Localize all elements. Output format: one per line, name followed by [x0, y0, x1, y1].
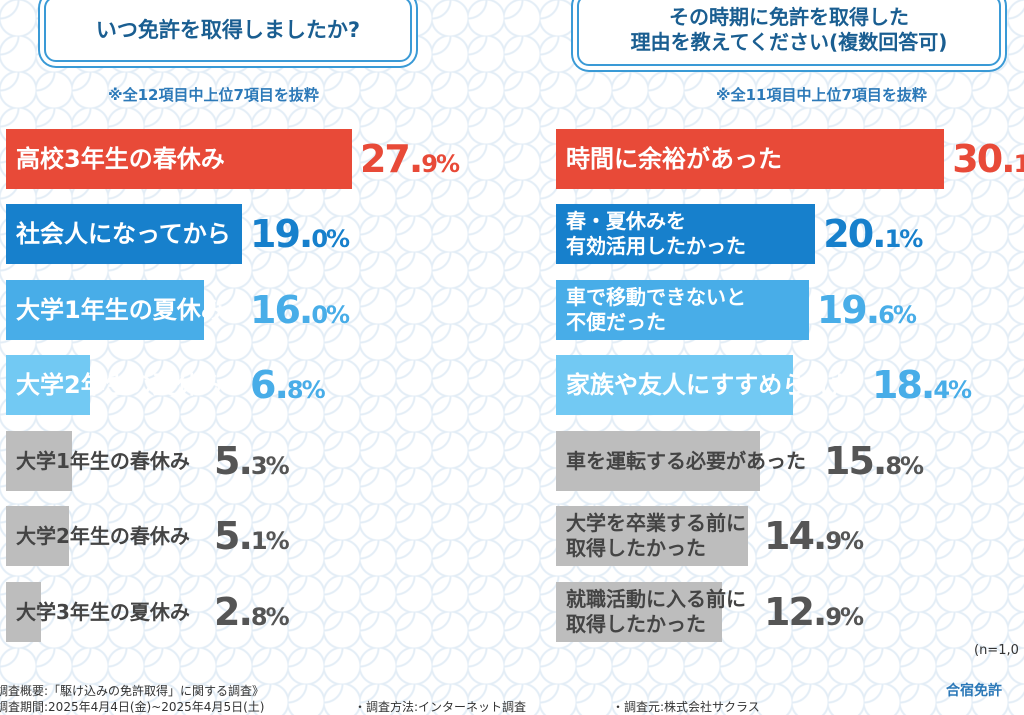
- left-value-2: 19.0%: [250, 212, 350, 256]
- left-label-2-line-1: 社会人になってから: [16, 220, 231, 248]
- right-label-7-line-2: 取得したかった: [566, 612, 706, 636]
- right-label-6-line-1: 大学を卒業する前に: [566, 511, 746, 535]
- left-bar-2: [6, 204, 242, 264]
- right-label-6-line-2: 取得したかった: [566, 536, 706, 560]
- right-bar-6: [556, 506, 749, 566]
- footer-org: ・調査元:株式会社サクラス: [612, 700, 760, 714]
- right-question-line1: その時期に免許を取得した: [669, 5, 909, 29]
- right-label-3-line-1: 車で移動できないと: [566, 285, 746, 309]
- left-bar-5: [6, 431, 72, 491]
- right-label-1: 時間に余裕があった: [566, 147, 782, 171]
- right-note: ※全11項目中上位7項目を抜粋: [716, 86, 927, 104]
- footer-method: ・調査方法:インターネット調査: [354, 700, 527, 714]
- left-label-7: 大学3年生の夏休み: [16, 602, 190, 622]
- footer-brand: 合宿免許: [946, 683, 1002, 699]
- left-label-6-line-1: 大学2年生の春休み: [16, 524, 190, 548]
- right-label-3-line-2: 不便だった: [566, 310, 666, 334]
- left-label-1-line-1: 高校3年生の春休み: [16, 145, 225, 173]
- right-label-5: 車を運転する必要があった: [566, 451, 806, 471]
- left-label-5: 大学1年生の春休み: [16, 451, 190, 471]
- left-label-3: 大学1年生の夏休み: [16, 298, 225, 322]
- left-bar-7: [6, 582, 41, 642]
- left-value-7: 2.8%: [214, 590, 290, 634]
- left-value-6: 5.1%: [214, 514, 290, 558]
- left-note: ※全12項目中上位7項目を抜粋: [108, 86, 319, 104]
- left-question: いつ免許を取得しましたか?: [95, 18, 361, 42]
- left-label-4: 大学2年生の夏休み: [16, 373, 225, 397]
- left-bar-3: [6, 280, 205, 340]
- right-label-2-line-2: 有効活用したかった: [566, 234, 746, 258]
- left-value-5: 5.3%: [214, 439, 290, 483]
- right-label-7-line-1: 就職活動に入る前に: [566, 587, 746, 611]
- right-label-3: 車で移動できないと 不便だった: [566, 285, 746, 335]
- right-label-5-line-1: 車を運転する必要があった: [566, 449, 806, 473]
- right-bar-2: [556, 204, 816, 264]
- right-label-4: 家族や友人にすすめられた: [566, 373, 854, 397]
- left-bar-1: [6, 129, 352, 189]
- sample-size: (n=1,0: [974, 643, 1019, 658]
- right-bar-1: [556, 129, 945, 189]
- right-value-3: 19.6%: [816, 288, 917, 332]
- left-bar-6: [6, 506, 70, 566]
- right-label-2-line-1: 春・夏休みを: [566, 209, 686, 233]
- left-label-2: 社会人になってから: [16, 222, 231, 246]
- left-label-1: 高校3年生の春休み: [16, 147, 225, 171]
- right-label-4-line-1: 家族や友人にすすめられた: [566, 371, 855, 399]
- left-label-5-line-1: 大学1年生の春休み: [16, 449, 190, 473]
- footer-line2: 調査期間:2025年4月4日(金)~2025年4月5日(土): [0, 700, 265, 714]
- left-label-6: 大学2年生の春休み: [16, 526, 190, 546]
- right-value-2: 20.1%: [823, 212, 923, 256]
- left-value-1: 27.9%: [359, 137, 460, 181]
- right-value-6: 14.9%: [764, 514, 864, 558]
- right-label-2: 春・夏休みを 有効活用したかった: [566, 209, 746, 259]
- left-label-4-line-1: 大学2年生の夏休み: [16, 371, 225, 399]
- left-label-3-line-1: 大学1年生の夏休み: [16, 296, 225, 324]
- right-bar-3: [556, 280, 809, 340]
- left-value-4: 6.8%: [250, 363, 326, 407]
- right-value-4: 18.4%: [872, 363, 972, 407]
- left-value-3: 16.0%: [250, 288, 350, 332]
- right-value-5: 15.8%: [824, 439, 924, 483]
- left-bar-4: [6, 355, 91, 415]
- left-label-7-line-1: 大学3年生の夏休み: [16, 600, 190, 624]
- right-bar-5: [556, 431, 760, 491]
- right-value-7: 12.9%: [764, 590, 864, 634]
- right-label-6: 大学を卒業する前に 取得したかった: [566, 511, 746, 561]
- right-question-line2: 理由を教えてください(複数回答可): [630, 30, 948, 54]
- right-value-1: 30.1%: [952, 137, 1024, 181]
- right-label-7: 就職活動に入る前に 取得したかった: [566, 587, 746, 637]
- right-bar-4: [556, 355, 794, 415]
- right-bar-7: [556, 582, 723, 642]
- left-question-box: いつ免許を取得しましたか?: [44, 0, 412, 62]
- right-label-1-line-1: 時間に余裕があった: [566, 145, 782, 173]
- right-question-box: その時期に免許を取得した 理由を教えてください(複数回答可): [577, 0, 1001, 66]
- footer-line1: 調査概要:「駆け込みの免許取得」に関する調査》: [0, 684, 265, 698]
